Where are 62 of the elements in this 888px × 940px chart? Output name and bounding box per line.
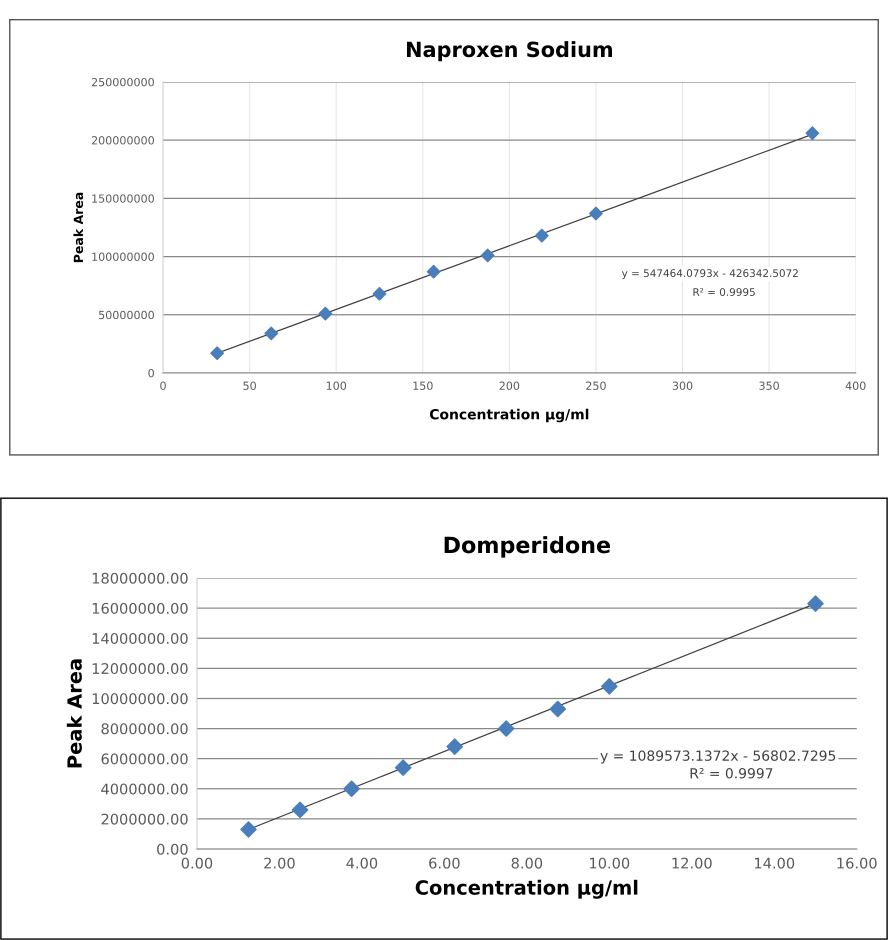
x-tick-label: 4.00	[346, 858, 378, 869]
y-tick-label: 12000000.00	[92, 663, 188, 674]
y-tick-label: 2000000.00	[102, 814, 188, 825]
x-tick-label: 300	[672, 382, 692, 390]
x-tick-label: 2.00	[264, 858, 295, 869]
y-tick-label: 4000000.00	[101, 784, 188, 795]
point	[372, 286, 386, 301]
point	[601, 678, 618, 695]
point	[210, 346, 224, 360]
point	[446, 738, 463, 755]
x-tick-label: 8.00	[512, 858, 542, 869]
y-tick-label: 8000000.00	[101, 723, 188, 734]
x-tick-label: 16.00	[837, 858, 877, 869]
point	[426, 264, 441, 279]
annotation: R² = 0.9995	[693, 288, 755, 296]
point	[343, 780, 360, 798]
x-tick-label: 6.00	[429, 858, 460, 869]
y-tick-label: 18000000.00	[92, 572, 188, 584]
x-tick-label: 100	[326, 382, 346, 390]
x-axis-title: Concentration µg/ml	[416, 880, 638, 899]
x-tick-label: 0.00	[182, 858, 212, 869]
y-tick-label: 10000000.00	[92, 693, 188, 704]
x-tick-label: 0	[160, 382, 166, 390]
y-axis-title: Peak Area	[73, 192, 84, 262]
point	[498, 720, 515, 737]
point	[549, 700, 566, 718]
y-tick-label: 250000000	[92, 78, 154, 86]
x-tick-label: 150	[413, 382, 433, 390]
point	[807, 595, 824, 612]
annotation: R² = 0.9997	[690, 768, 772, 779]
y-tick-label: 0	[148, 368, 154, 378]
x-tick-label: 200	[500, 382, 520, 390]
y-tick-label: 16000000.00	[92, 602, 188, 614]
y-tick-label: 100000000	[92, 252, 154, 261]
point	[805, 126, 820, 140]
y-tick-label: 50000000	[99, 310, 154, 320]
point	[318, 306, 332, 321]
x-tick-label: 400	[846, 382, 866, 390]
point	[292, 802, 308, 818]
point	[589, 206, 603, 220]
annotation: y = 547464.0793x - 426342.5072	[622, 269, 798, 280]
x-tick-label: 250	[586, 382, 606, 390]
point	[534, 228, 549, 243]
x-tick-label: 350	[759, 382, 779, 390]
y-tick-label: 150000000	[92, 194, 154, 203]
y-axis-title: Peak Area	[66, 659, 82, 768]
annotation: y = 1089573.1372x - 56802.7295	[600, 750, 836, 764]
point	[394, 759, 412, 776]
point	[480, 248, 495, 262]
point	[264, 326, 278, 340]
chart-title: Naproxen Sodium	[406, 41, 612, 62]
y-tick-label: 6000000.00	[102, 753, 188, 764]
y-tick-label: 200000000	[92, 136, 154, 145]
point	[240, 821, 257, 838]
x-axis-title: Concentration µg/ml	[430, 408, 588, 422]
y-tick-label: 14000000.00	[92, 632, 188, 644]
x-tick-label: 12.00	[672, 858, 712, 869]
chart-title: Domperidone	[444, 536, 610, 558]
y-tick-label: 0.00	[157, 844, 188, 855]
x-tick-label: 10.00	[590, 858, 630, 869]
x-tick-label: 14.00	[754, 858, 794, 869]
x-tick-label: 50	[243, 382, 256, 390]
